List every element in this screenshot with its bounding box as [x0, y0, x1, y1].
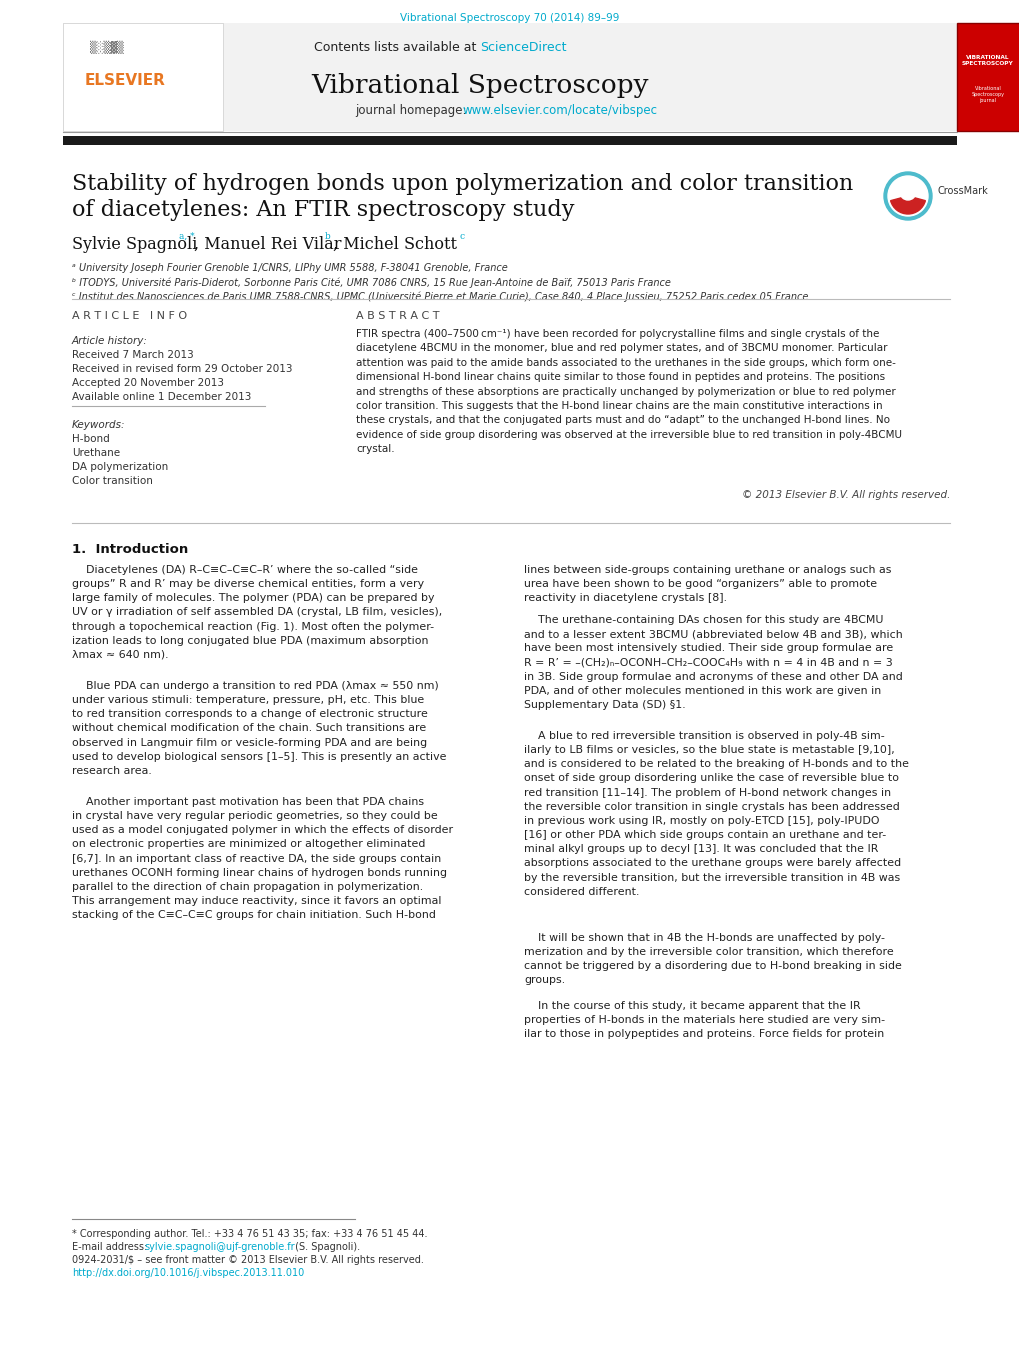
Text: In the course of this study, it became apparent that the IR
properties of H-bond: In the course of this study, it became a… — [524, 1001, 884, 1039]
Text: Received in revised form 29 October 2013: Received in revised form 29 October 2013 — [72, 363, 292, 374]
Text: 1.  Introduction: 1. Introduction — [72, 543, 189, 557]
Text: Stability of hydrogen bonds upon polymerization and color transition: Stability of hydrogen bonds upon polymer… — [72, 173, 853, 195]
Text: It will be shown that in 4B the H-bonds are unaffected by poly-
merization and b: It will be shown that in 4B the H-bonds … — [524, 934, 901, 985]
Text: FTIR spectra (400–7500 cm⁻¹) have been recorded for polycrystalline films and si: FTIR spectra (400–7500 cm⁻¹) have been r… — [356, 330, 901, 454]
Text: ᵇ ITODYS, Université Paris-Diderot, Sorbonne Paris Cité, UMR 7086 CNRS, 15 Rue J: ᵇ ITODYS, Université Paris-Diderot, Sorb… — [72, 277, 671, 288]
Text: CrossMark: CrossMark — [937, 186, 987, 196]
Text: E-mail address:: E-mail address: — [72, 1242, 150, 1252]
Text: lines between side-groups containing urethane or analogs such as
urea have been : lines between side-groups containing ure… — [524, 565, 891, 604]
Text: A blue to red irreversible transition is observed in poly-4B sim-
ilarly to LB f: A blue to red irreversible transition is… — [524, 731, 908, 897]
Text: ELSEVIER: ELSEVIER — [85, 73, 166, 88]
Text: DA polymerization: DA polymerization — [72, 462, 168, 471]
Text: * Corresponding author. Tel.: +33 4 76 51 43 35; fax: +33 4 76 51 45 44.: * Corresponding author. Tel.: +33 4 76 5… — [72, 1229, 427, 1239]
Text: , Michel Schott: , Michel Schott — [332, 236, 457, 253]
Text: Article history:: Article history: — [72, 336, 148, 346]
Text: Sylvie Spagnoli: Sylvie Spagnoli — [72, 236, 198, 253]
Text: Keywords:: Keywords: — [72, 420, 125, 430]
Text: 0924-2031/$ – see front matter © 2013 Elsevier B.V. All rights reserved.: 0924-2031/$ – see front matter © 2013 El… — [72, 1255, 424, 1265]
Text: Received 7 March 2013: Received 7 March 2013 — [72, 350, 194, 359]
Text: , Manuel Rei Vilar: , Manuel Rei Vilar — [194, 236, 341, 253]
Text: ᵃ University Joseph Fourier Grenoble 1/CNRS, LIPhy UMR 5588, F-38041 Grenoble, F: ᵃ University Joseph Fourier Grenoble 1/C… — [72, 263, 507, 273]
Text: www.elsevier.com/locate/vibspec: www.elsevier.com/locate/vibspec — [463, 104, 657, 118]
Text: Vibrational
Spectroscopy
journal: Vibrational Spectroscopy journal — [970, 86, 1004, 103]
Text: The urethane-containing DAs chosen for this study are 4BCMU
and to a lesser exte: The urethane-containing DAs chosen for t… — [524, 615, 902, 711]
Text: Available online 1 December 2013: Available online 1 December 2013 — [72, 392, 251, 403]
Text: b: b — [325, 232, 330, 240]
Circle shape — [899, 184, 915, 200]
Text: Accepted 20 November 2013: Accepted 20 November 2013 — [72, 378, 224, 388]
Text: Vibrational Spectroscopy: Vibrational Spectroscopy — [311, 73, 648, 99]
Circle shape — [888, 176, 927, 216]
Circle shape — [883, 172, 931, 220]
Text: Color transition: Color transition — [72, 476, 153, 486]
Wedge shape — [890, 196, 924, 213]
Text: A R T I C L E   I N F O: A R T I C L E I N F O — [72, 311, 186, 322]
Text: VIBRATIONAL
SPECTROSCOPY: VIBRATIONAL SPECTROSCOPY — [961, 55, 1013, 66]
Text: (S. Spagnoli).: (S. Spagnoli). — [291, 1242, 360, 1252]
Bar — [63, 23, 956, 131]
Bar — [63, 136, 956, 145]
Text: ScienceDirect: ScienceDirect — [480, 41, 566, 54]
Text: Another important past motivation has been that PDA chains
in crystal have very : Another important past motivation has be… — [72, 797, 452, 920]
Text: http://dx.doi.org/10.1016/j.vibspec.2013.11.010: http://dx.doi.org/10.1016/j.vibspec.2013… — [72, 1269, 304, 1278]
Text: a, *: a, * — [178, 232, 195, 240]
Text: Diacetylenes (DA) R–C≡C–C≡C–R’ where the so-called “side
groups” R and R’ may be: Diacetylenes (DA) R–C≡C–C≡C–R’ where the… — [72, 565, 442, 659]
Text: journal homepage:: journal homepage: — [355, 104, 470, 118]
Text: © 2013 Elsevier B.V. All rights reserved.: © 2013 Elsevier B.V. All rights reserved… — [741, 490, 949, 500]
Text: of diacetylenes: An FTIR spectroscopy study: of diacetylenes: An FTIR spectroscopy st… — [72, 199, 574, 222]
Text: c: c — [460, 232, 465, 240]
Text: Blue PDA can undergo a transition to red PDA (λmax ≈ 550 nm)
under various stimu: Blue PDA can undergo a transition to red… — [72, 681, 446, 775]
Bar — [956, 23, 1019, 131]
Bar — [63, 23, 223, 131]
Text: Urethane: Urethane — [72, 449, 120, 458]
Text: sylvie.spagnoli@ujf-grenoble.fr: sylvie.spagnoli@ujf-grenoble.fr — [144, 1242, 294, 1252]
Text: Vibrational Spectroscopy 70 (2014) 89–99: Vibrational Spectroscopy 70 (2014) 89–99 — [399, 14, 620, 23]
Text: H-bond: H-bond — [72, 434, 110, 444]
Text: Contents lists available at: Contents lists available at — [313, 41, 480, 54]
Text: A B S T R A C T: A B S T R A C T — [356, 311, 439, 322]
Text: ᶜ Institut des Nanosciences de Paris UMR 7588-CNRS, UPMC (Université Pierre et M: ᶜ Institut des Nanosciences de Paris UMR… — [72, 290, 808, 301]
Text: ▒░▒▓▒: ▒░▒▓▒ — [90, 41, 123, 54]
